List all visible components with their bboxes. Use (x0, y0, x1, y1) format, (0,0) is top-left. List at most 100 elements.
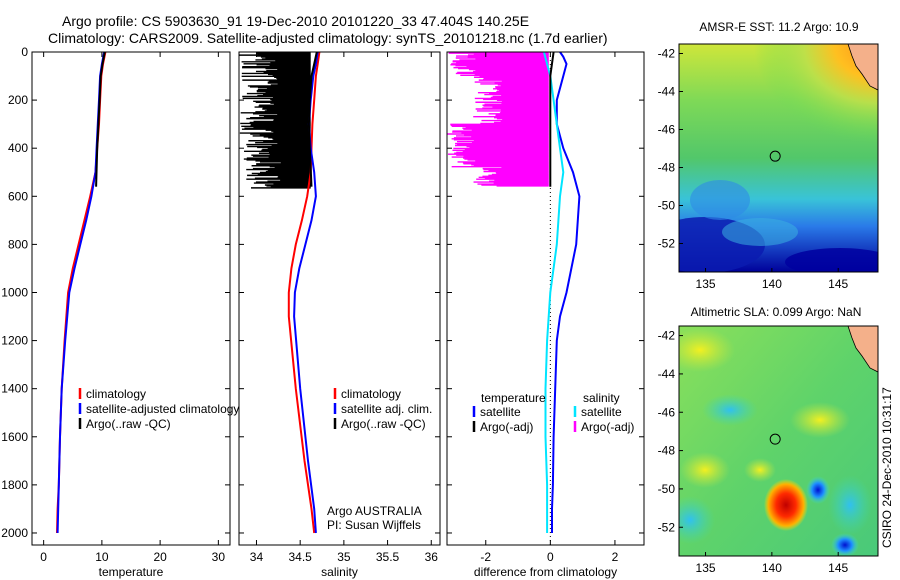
temperature-panel: 0 10 20 30 0 200 400 600 800 1000 1200 1400 1600 1800… (1, 45, 239, 579)
sla-low-patch-3 (828, 475, 872, 535)
legend-label: satellite-adjusted climatology (86, 402, 239, 416)
argo-location-marker (769, 150, 781, 162)
series-temperature-argo-adj- (549, 51, 555, 187)
series-argo-raw-qc- (95, 51, 106, 187)
sla-land (847, 326, 878, 373)
y-tick-label: 200 (8, 93, 28, 107)
sst-cold-region-2 (785, 248, 878, 272)
sst-land (847, 44, 878, 91)
sla-map-frame (678, 325, 879, 557)
sst-cool-patch (722, 218, 798, 246)
side-stamp: CSIRO 24-Dec-2010 10:31:17 (880, 387, 894, 548)
sst-cool-patch-2 (690, 180, 750, 220)
x-tick-label: 20 (153, 550, 167, 564)
sla-negative-eddy (806, 476, 830, 504)
panel-annotation: PI: Susan Wijffels (327, 518, 421, 532)
y-tick-label: -44 (658, 85, 676, 99)
y-tick-label: -42 (658, 329, 676, 343)
series-climatology (287, 51, 321, 534)
x-axis-label: difference from climatology (474, 565, 617, 579)
y-tick-label: 1800 (1, 478, 28, 492)
sla-low-patch (702, 394, 758, 426)
sla-positive-eddy (764, 479, 808, 531)
x-tick-label: 145 (828, 277, 848, 291)
sst-map: AMSR-E SST: 11.2 Argo: 10.9 135 140 145 -42… (658, 20, 879, 292)
sst-map-title: AMSR-E SST: 11.2 Argo: 10.9 (699, 20, 859, 34)
x-tick-label: 140 (762, 277, 782, 291)
sla-high-patch-4 (744, 458, 776, 482)
sla-negative-eddy-2 (831, 533, 859, 556)
sla-map-title: Altimetric SLA: 0.099 Argo: NaN (691, 305, 862, 319)
series-salinity-satellite (542, 51, 565, 533)
x-tick-label: 0 (40, 550, 47, 564)
argo-location-marker (769, 433, 781, 445)
axes-frame (446, 51, 645, 546)
y-tick-label: -48 (658, 161, 676, 175)
legend-group-title: salinity (583, 391, 620, 405)
sla-high-patch-3 (680, 452, 730, 488)
y-tick-label: -52 (658, 237, 676, 251)
y-tick-label: 1000 (1, 285, 28, 299)
axes-frame (238, 51, 441, 546)
sst-map-frame (678, 43, 879, 273)
series-argo-raw-qc- (307, 51, 318, 187)
series-temperature-satellite (551, 51, 581, 533)
title-line-1: Argo profile: CS 5903630_91 19-Dec-2010 … (62, 13, 529, 29)
sla-high-patch (679, 328, 735, 372)
legend-label: Argo(-adj) (581, 420, 634, 434)
y-tick-label: 0 (21, 45, 28, 59)
x-tick-label: 34.5 (288, 550, 312, 564)
legend-label: Argo(-adj) (480, 420, 533, 434)
sla-map: Altimetric SLA: 0.099 Argo: NaN 135 140 14… (658, 305, 879, 575)
legend-label: satellite (480, 405, 521, 419)
legend-label: Argo(..raw -QC) (341, 417, 426, 431)
y-tick-label: 1600 (1, 430, 28, 444)
legend-label: satellite adj. clim. (341, 402, 432, 416)
x-tick-label: 36 (425, 550, 439, 564)
x-tick-label: -2 (480, 550, 491, 564)
panel-annotation: Argo AUSTRALIA (327, 504, 422, 518)
y-tick-label: 1400 (1, 382, 28, 396)
legend-label: climatology (86, 387, 146, 401)
x-axis-label: salinity (321, 565, 358, 579)
argo-raw-salinity-noise (239, 52, 311, 189)
y-tick-label: -42 (658, 47, 676, 61)
x-tick-label: 2 (612, 550, 619, 564)
sla-high-patch-2 (790, 402, 850, 438)
x-tick-label: 35.5 (376, 550, 400, 564)
series-satellite-adjusted-climatology (56, 51, 106, 534)
y-tick-label: 600 (8, 189, 28, 203)
sla-map-ticks: 135 140 145 -42 -44 -46 -48 -50 -52 (658, 329, 849, 575)
axes-frame (31, 51, 231, 546)
y-tick-label: 400 (8, 141, 28, 155)
x-tick-label: 145 (828, 561, 848, 575)
x-tick-label: 30 (212, 550, 226, 564)
legend-group-title: temperature (481, 391, 546, 405)
x-tick-label: 135 (696, 277, 716, 291)
x-tick-label: 10 (95, 550, 109, 564)
x-tick-label: 135 (696, 561, 716, 575)
y-tick-label: -46 (658, 405, 676, 419)
sst-map-ticks: 135 140 145 -42 -44 -46 -48 -50 -52 (658, 47, 849, 292)
salinity-panel: 34 34.5 35 35.5 36 salinity climatologysatelli… (238, 51, 441, 579)
y-tick-label: 1200 (1, 334, 28, 348)
y-tick-label: 800 (8, 237, 28, 251)
legend-label: satellite (581, 405, 622, 419)
x-axis-label: temperature (99, 565, 164, 579)
x-tick-label: 140 (762, 561, 782, 575)
y-tick-label: -46 (658, 123, 676, 137)
y-tick-label: -50 (658, 482, 676, 496)
title-line-2: Climatology: CARS2009. Satellite-adjuste… (48, 30, 608, 46)
sla-low-patch-2 (679, 496, 715, 544)
y-tick-label: 2000 (1, 526, 28, 540)
profile-panels: 0 10 20 30020040060080010001200140016001800… (1, 45, 645, 579)
series-satellite-adj-clim- (293, 51, 319, 534)
argo-salinity-difference (447, 52, 549, 187)
x-tick-label: 0 (547, 550, 554, 564)
y-tick-label: -50 (658, 199, 676, 213)
x-tick-label: 35 (337, 550, 351, 564)
